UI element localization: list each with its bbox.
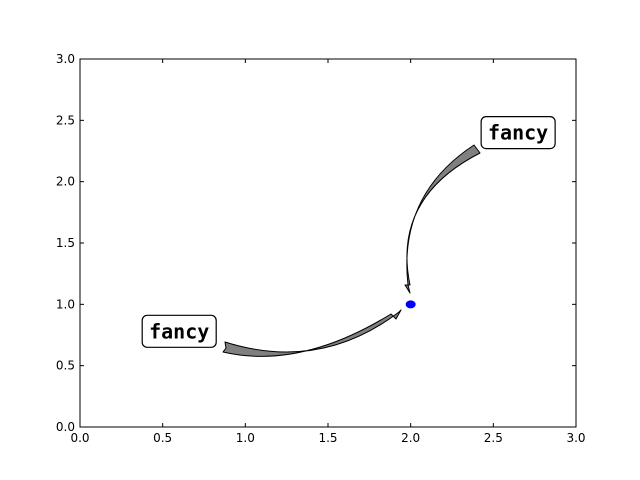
x-tick-label: 0.0 xyxy=(70,431,89,445)
y-tick-label: 0.5 xyxy=(56,359,75,373)
y-tick-label: 1.0 xyxy=(56,297,75,311)
y-tick-label: 2.5 xyxy=(56,113,75,127)
annotation-label: fancy xyxy=(149,319,209,343)
annotation-box xyxy=(480,115,556,150)
x-tick-label: 1.5 xyxy=(318,431,337,445)
y-tick-label: 3.0 xyxy=(56,52,75,66)
annotation-label: fancy xyxy=(488,121,548,145)
annotations: fancy fancy xyxy=(141,115,556,348)
fancy-arrow xyxy=(404,144,481,294)
x-tick-label: 1.0 xyxy=(236,431,255,445)
x-tick-label: 0.5 xyxy=(153,431,172,445)
data-points xyxy=(405,300,416,309)
data-point xyxy=(405,300,416,309)
axis-ticks xyxy=(79,58,577,428)
y-tick-label: 2.0 xyxy=(56,175,75,189)
y-tick-label: 1.5 xyxy=(56,236,75,250)
x-tick-label: 2.5 xyxy=(484,431,503,445)
y-tick-labels: 0.0 0.5 1.0 1.5 2.0 2.5 3.0 xyxy=(56,52,75,434)
annotation-box xyxy=(141,314,217,348)
x-tick-label: 3.0 xyxy=(566,431,585,445)
y-tick-label: 0.0 xyxy=(56,420,75,434)
x-tick-labels: 0.0 0.5 1.0 1.5 2.0 2.5 3.0 xyxy=(70,431,585,445)
plot-area xyxy=(79,58,577,428)
annotation-arrows xyxy=(222,144,481,357)
x-tick-label: 2.0 xyxy=(401,431,420,445)
fancy-arrow xyxy=(222,309,402,357)
